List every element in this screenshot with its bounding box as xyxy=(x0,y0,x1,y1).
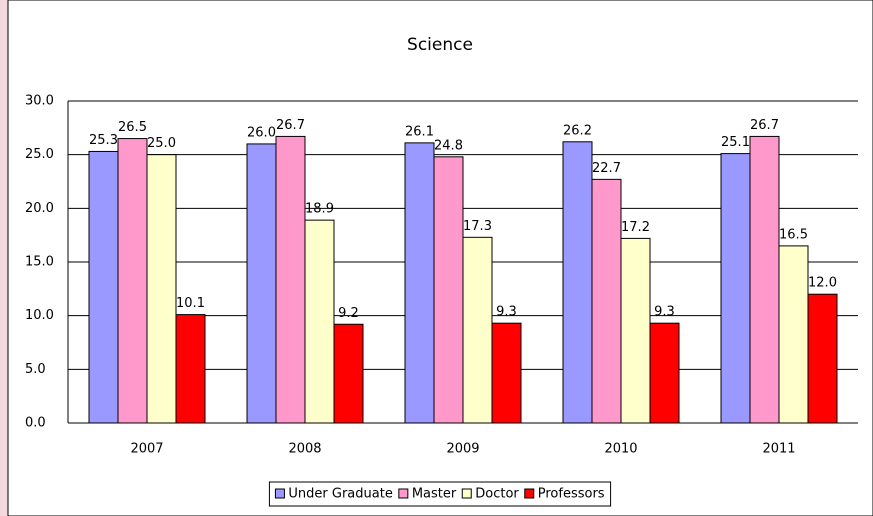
bar xyxy=(778,245,809,424)
x-tick-label: 2007 xyxy=(130,442,163,457)
bar xyxy=(620,237,651,424)
legend-swatch xyxy=(398,488,409,499)
bar xyxy=(146,154,177,424)
bar xyxy=(333,323,364,424)
x-tick-label: 2011 xyxy=(762,442,795,457)
legend-label: Master xyxy=(412,487,457,502)
y-tick-label: 20.0 xyxy=(25,201,54,216)
data-label: 9.3 xyxy=(654,305,675,320)
y-tick-label: 0.0 xyxy=(25,416,46,431)
data-label: 17.2 xyxy=(621,220,650,235)
x-tick-label: 2010 xyxy=(604,442,637,457)
bar xyxy=(462,236,493,424)
data-label: 26.1 xyxy=(405,124,434,139)
data-label: 25.3 xyxy=(89,133,118,148)
bar xyxy=(491,322,522,424)
y-tick-label: 10.0 xyxy=(25,308,54,323)
bar xyxy=(175,314,206,424)
legend-swatch xyxy=(524,488,535,499)
data-label: 22.7 xyxy=(592,161,621,176)
bar xyxy=(591,178,622,424)
legend-box xyxy=(268,481,612,507)
bar xyxy=(246,143,277,424)
data-label: 24.8 xyxy=(434,138,463,153)
legend-label: Under Graduate xyxy=(288,487,392,502)
data-label: 26.5 xyxy=(118,120,147,135)
y-tick-label: 15.0 xyxy=(25,255,54,270)
bar xyxy=(433,156,464,424)
legend: Under Graduate Master Doctor Professors xyxy=(268,481,612,507)
bar xyxy=(88,150,119,424)
bar xyxy=(749,135,780,424)
bar xyxy=(404,142,435,424)
data-label: 25.0 xyxy=(147,136,176,151)
legend-swatch xyxy=(461,488,472,499)
bar xyxy=(304,219,335,424)
bar xyxy=(720,153,751,424)
data-label: 26.2 xyxy=(563,123,592,138)
data-label: 26.0 xyxy=(247,125,276,140)
y-tick-label: 5.0 xyxy=(25,362,46,377)
bar xyxy=(562,141,593,424)
legend-swatch xyxy=(274,488,285,499)
bar xyxy=(117,138,148,424)
x-tick-label: 2008 xyxy=(288,442,321,457)
y-tick-label: 30.0 xyxy=(25,94,54,109)
chart-title: Science xyxy=(407,35,473,55)
bar xyxy=(649,322,680,424)
bar xyxy=(807,293,838,424)
data-label: 25.1 xyxy=(721,135,750,150)
data-label: 9.2 xyxy=(338,306,359,321)
data-label: 16.5 xyxy=(779,227,808,242)
x-tick-label: 2009 xyxy=(446,442,479,457)
data-label: 10.1 xyxy=(176,296,205,311)
data-label: 17.3 xyxy=(463,219,492,234)
data-label: 26.7 xyxy=(750,118,779,133)
data-label: 9.3 xyxy=(496,305,517,320)
data-label: 12.0 xyxy=(808,276,837,291)
data-label: 18.9 xyxy=(305,202,334,217)
bar xyxy=(275,135,306,424)
y-tick-label: 25.0 xyxy=(25,147,54,162)
data-label: 26.7 xyxy=(276,118,305,133)
legend-label: Professors xyxy=(538,487,605,502)
legend-label: Doctor xyxy=(475,487,519,502)
